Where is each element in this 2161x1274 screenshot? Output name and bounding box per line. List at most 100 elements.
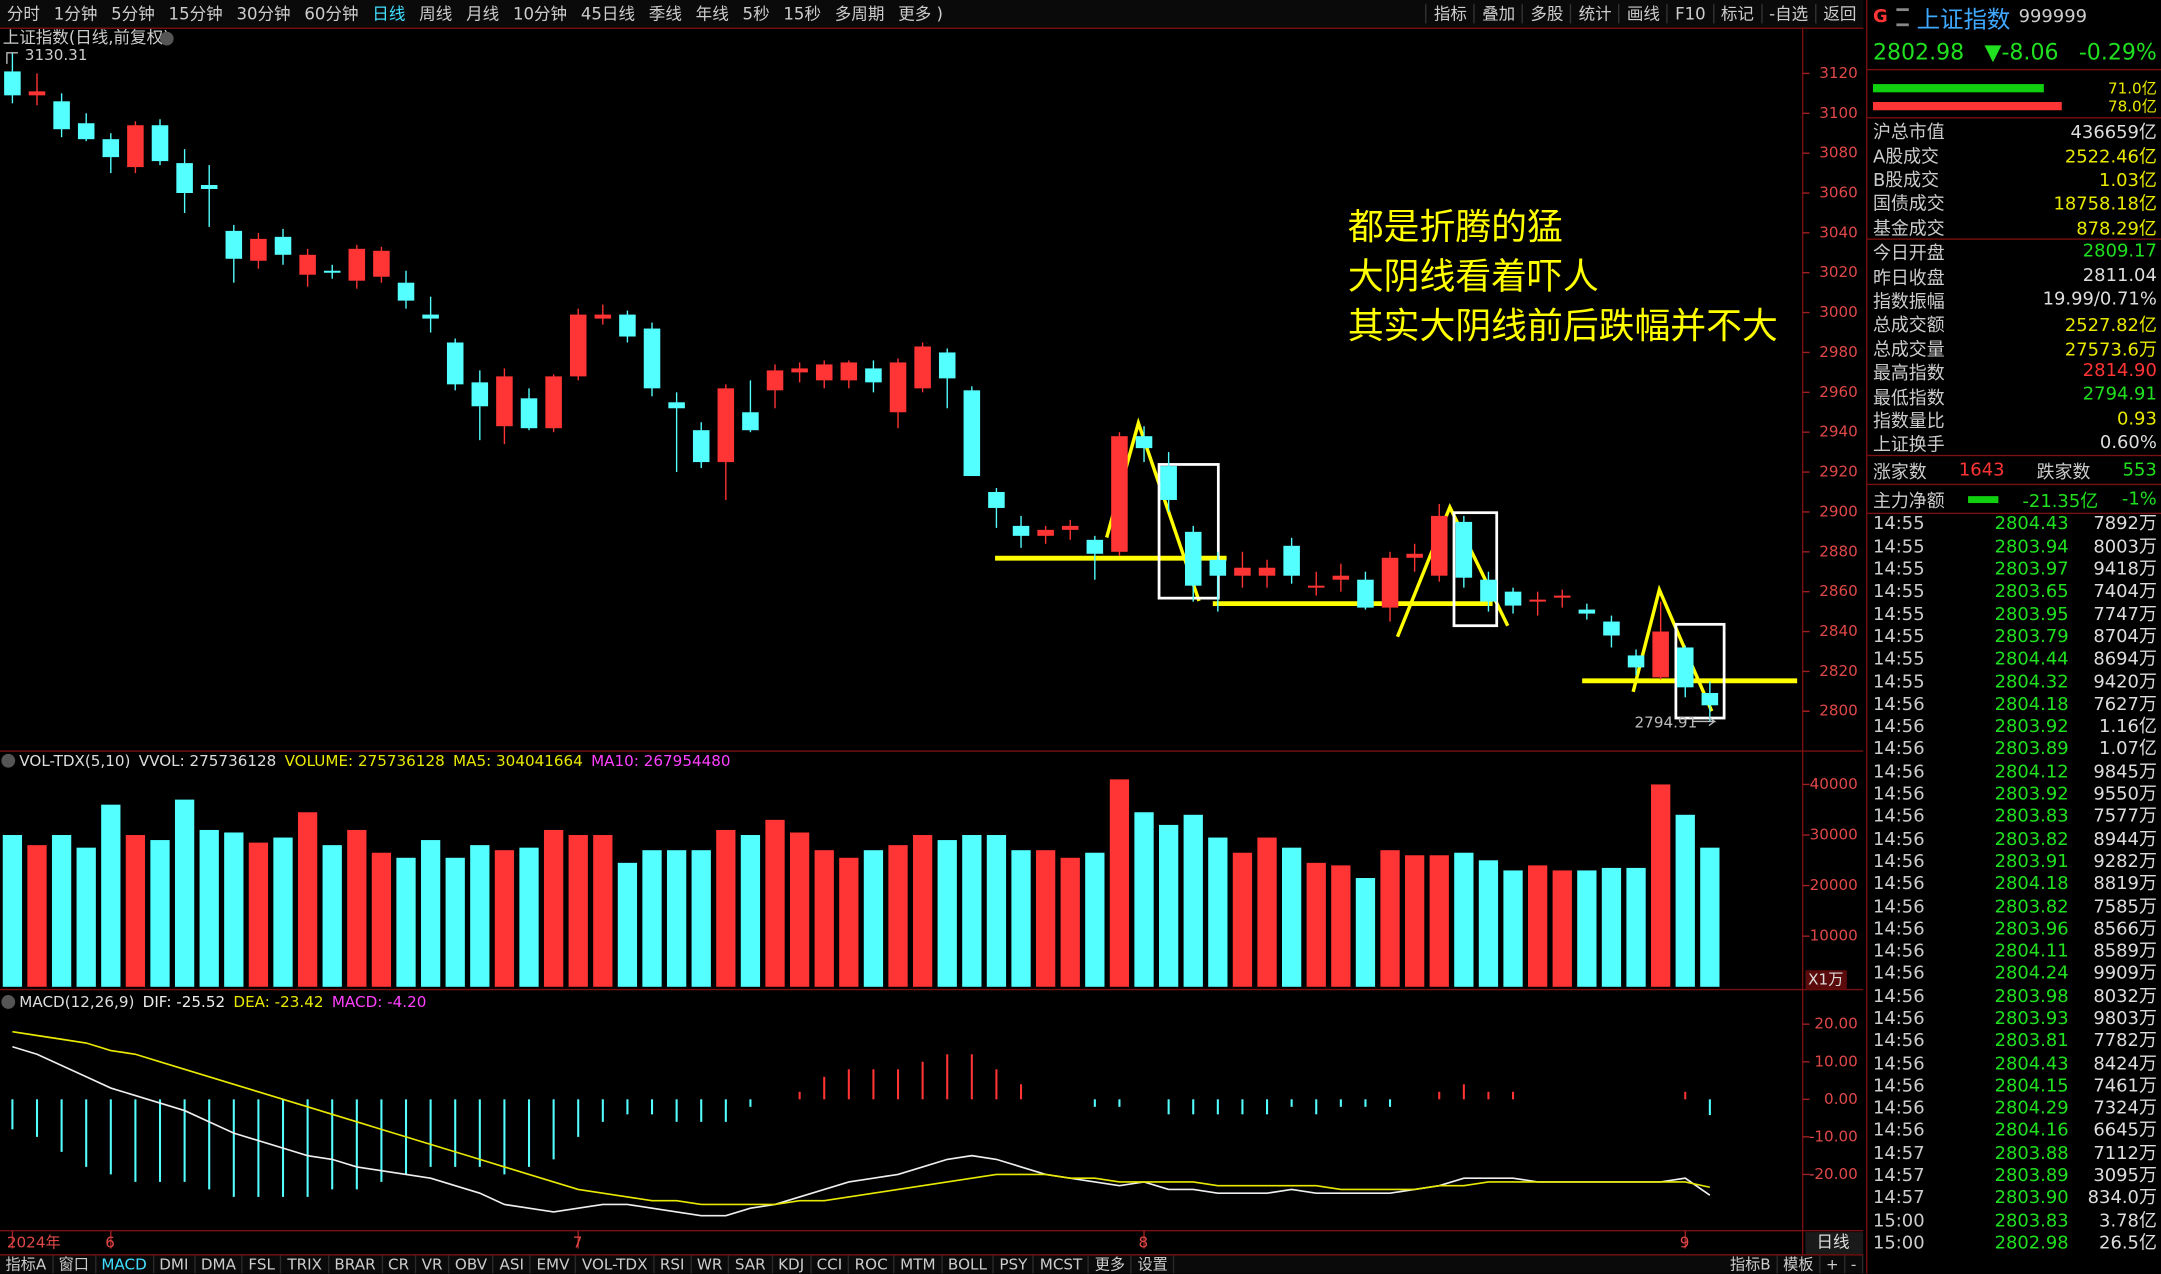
volume-bar <box>494 850 515 987</box>
tick-time: 14:56 <box>1872 716 1925 738</box>
period-tab[interactable]: 季线 <box>648 4 682 24</box>
tool-tab[interactable]: 返回 <box>1815 4 1864 24</box>
pane-menu-icon[interactable] <box>159 31 174 46</box>
indicator-tab[interactable]: MCST <box>1034 1255 1090 1274</box>
indicator-tab[interactable]: ASI <box>494 1255 531 1274</box>
tool-tab[interactable]: 标记 <box>1712 4 1761 24</box>
pane-menu-icon[interactable] <box>1 753 16 768</box>
period-tab[interactable]: 日线 <box>372 4 406 24</box>
indicator-tab[interactable]: 设置 <box>1131 1255 1175 1274</box>
tick-row: 14:56 2804.15 7461万 <box>1867 1076 2161 1098</box>
indicator-tab[interactable]: KDJ <box>772 1255 812 1274</box>
period-tab[interactable]: 多周期 <box>834 4 885 24</box>
period-tab[interactable]: 年线 <box>695 4 729 24</box>
indicator-tab[interactable]: - <box>1845 1255 1864 1274</box>
indicator-tab[interactable]: OBV <box>449 1255 495 1274</box>
period-tab[interactable]: 月线 <box>466 4 500 24</box>
indicator-tab[interactable]: EMV <box>530 1255 577 1274</box>
tool-tab[interactable]: F10 <box>1666 4 1713 24</box>
candle-body <box>1209 559 1227 576</box>
period-tab[interactable]: 5分钟 <box>111 4 155 24</box>
period-tab[interactable]: 5秒 <box>742 4 770 24</box>
candle-body <box>200 185 218 190</box>
tool-tab[interactable]: -自选 <box>1760 4 1816 24</box>
indicator-tab[interactable]: 指标B <box>1724 1255 1778 1274</box>
period-tab[interactable]: 15秒 <box>783 4 821 24</box>
indicator-tab[interactable]: VOL-TDX <box>576 1255 655 1274</box>
indicator-tab[interactable]: TRIX <box>281 1255 329 1274</box>
indicator-tab[interactable]: DMI <box>153 1255 196 1274</box>
volume-bar <box>593 835 613 987</box>
tick-volume: 8694万 <box>2093 649 2157 671</box>
tick-price: 2803.98 <box>1994 986 2069 1008</box>
indicator-tab[interactable]: WR <box>691 1255 730 1274</box>
indicator-tab[interactable]: 更多 <box>1089 1255 1132 1274</box>
period-tab[interactable]: 45日线 <box>580 4 636 24</box>
indicator-tab[interactable]: 窗口 <box>53 1255 96 1274</box>
period-tab[interactable]: 周线 <box>419 4 453 24</box>
menu-icon[interactable] <box>1895 7 1909 26</box>
candle-body <box>1184 531 1202 586</box>
badge: G <box>1872 6 1888 27</box>
change-pct: -0.29% <box>2078 37 2157 65</box>
period-label: 日线 <box>1816 1233 1849 1252</box>
tick-volume: 8944万 <box>2093 829 2157 850</box>
period-tab[interactable]: 分时 <box>6 4 40 24</box>
period-tab[interactable]: 10分钟 <box>512 4 568 24</box>
candle-body <box>496 376 513 427</box>
candle-body <box>250 238 267 261</box>
candle-body <box>1603 621 1620 636</box>
tick-volume: 8704万 <box>2093 627 2157 648</box>
flow-bar <box>1872 83 2045 92</box>
tick-price: 2804.24 <box>1994 963 2069 985</box>
tick-volume: 7577万 <box>2093 806 2157 828</box>
y-tick-label: 30000 <box>1810 826 1858 844</box>
indicator-tab[interactable]: DMA <box>195 1255 243 1274</box>
indicator-tab[interactable]: SAR <box>729 1255 773 1274</box>
tick-time: 14:55 <box>1872 671 1925 693</box>
y-tick-label: 3120 <box>1819 64 1858 82</box>
x-tick-label: 9 <box>1680 1234 1690 1252</box>
dea-line <box>12 1030 1711 1206</box>
indicator-tab[interactable]: 指标A <box>0 1255 54 1274</box>
indicator-tab[interactable]: PSY <box>993 1255 1035 1274</box>
tool-tab[interactable]: 统计 <box>1570 4 1619 24</box>
indicator-tab[interactable]: VR <box>416 1255 450 1274</box>
candle-body <box>1160 466 1177 500</box>
quote-row: 2802.98 ▼-8.06 -0.29% <box>1867 33 2161 69</box>
indicator-tab[interactable]: MACD <box>95 1255 154 1274</box>
tool-tab[interactable]: 多股 <box>1522 4 1571 24</box>
tick-volume: 9418万 <box>2093 559 2157 581</box>
indicator-tab[interactable]: ROC <box>849 1255 895 1274</box>
period-tab[interactable]: 1分钟 <box>53 4 98 24</box>
period-tab[interactable]: 15分钟 <box>168 4 223 24</box>
tool-tab[interactable]: 画线 <box>1618 4 1667 24</box>
tick-volume: 834.0万 <box>2087 1188 2157 1210</box>
tool-tab[interactable]: 指标 <box>1425 4 1474 24</box>
indicator-tab[interactable]: FSL <box>242 1255 282 1274</box>
tool-tab[interactable]: 叠加 <box>1473 4 1523 24</box>
indicator-tab[interactable]: BRAR <box>328 1255 383 1274</box>
indicator-tab[interactable]: RSI <box>654 1255 692 1274</box>
tick-price: 2804.29 <box>1994 1098 2069 1120</box>
indicator-tab[interactable]: CR <box>382 1255 417 1274</box>
indicator-tab[interactable]: MTM <box>894 1255 943 1274</box>
y-tick-label: 40000 <box>1810 775 1858 793</box>
volume-bar <box>1577 870 1597 987</box>
chart-area: 上证指数(日线,前复权) 都是折腾的猛 大阴线看着吓人 其实大阴线前后跌幅并不大… <box>0 27 1864 1255</box>
stat-label: 昨日收盘 <box>1872 268 1945 289</box>
stat-value: 0.60% <box>2099 433 2157 454</box>
indicator-tab[interactable]: BOLL <box>942 1255 994 1274</box>
high-marker <box>6 52 18 64</box>
tick-volume: 7747万 <box>2093 604 2157 626</box>
volume-bar <box>1527 865 1548 987</box>
x-tick-label: 8 <box>1139 1234 1149 1252</box>
pane-menu-icon[interactable] <box>1 995 16 1009</box>
candle-body <box>668 402 685 409</box>
indicator-tab[interactable]: + <box>1820 1255 1846 1274</box>
indicator-tab[interactable]: CCI <box>811 1255 850 1274</box>
period-tab[interactable]: 60分钟 <box>304 4 359 24</box>
period-tab[interactable]: 30分钟 <box>236 4 291 24</box>
indicator-tab[interactable]: 模板 <box>1777 1255 1821 1274</box>
period-tab[interactable]: 更多 ) <box>898 4 943 24</box>
